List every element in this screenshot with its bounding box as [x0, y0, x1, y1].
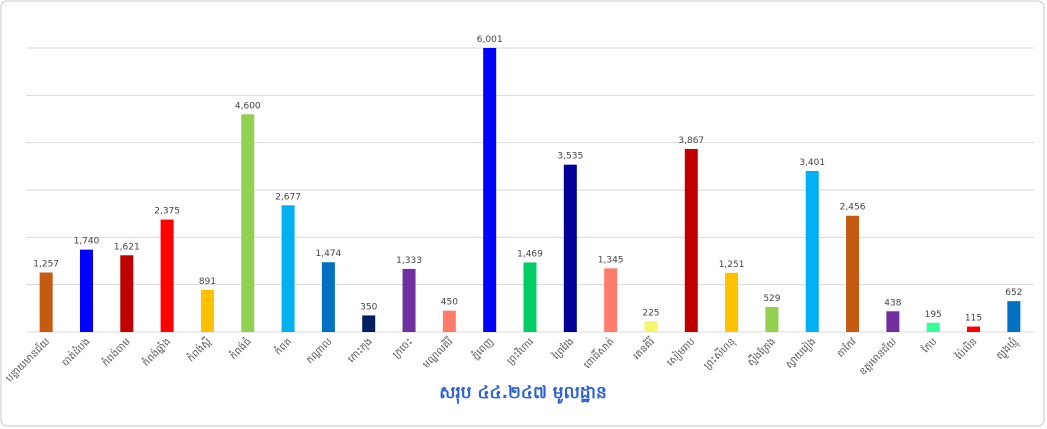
value-label: 1,345 — [598, 255, 624, 265]
bar — [120, 255, 134, 332]
bar — [402, 268, 416, 332]
value-label: 350 — [360, 302, 377, 312]
value-label: 2,677 — [275, 192, 301, 202]
value-label: 1,469 — [517, 249, 543, 259]
value-label: 1,251 — [719, 260, 745, 270]
value-label: 3,535 — [557, 152, 583, 162]
bar — [523, 262, 537, 332]
bar — [160, 219, 174, 332]
bar — [684, 148, 698, 332]
value-label: 1,474 — [316, 249, 342, 259]
bar — [79, 249, 93, 332]
value-label: 4,600 — [235, 101, 261, 111]
value-label: 438 — [884, 298, 901, 308]
value-label: 450 — [441, 298, 458, 308]
bar — [241, 114, 255, 333]
value-label: 891 — [199, 277, 216, 287]
bar — [483, 47, 497, 332]
value-label: 529 — [763, 294, 780, 304]
bar — [886, 311, 900, 332]
value-label: 115 — [965, 314, 982, 324]
bar — [442, 310, 456, 332]
bar — [281, 205, 295, 332]
value-label: 2,456 — [840, 203, 866, 213]
bar — [967, 326, 981, 332]
chart-title: សរុប ៤៤.២៤៧ មូលដ្ឋាន — [439, 383, 607, 404]
bar — [321, 262, 335, 332]
value-label: 225 — [642, 308, 659, 318]
bar — [1007, 301, 1021, 332]
value-label: 1,740 — [74, 237, 100, 247]
bar — [765, 306, 779, 332]
value-label: 2,375 — [154, 207, 180, 217]
bar — [926, 322, 940, 332]
bar — [362, 315, 376, 332]
value-label: 1,621 — [114, 242, 140, 252]
value-label: 195 — [925, 310, 942, 320]
bar — [604, 268, 618, 332]
bar — [805, 171, 819, 332]
bar — [846, 215, 860, 332]
bar — [39, 272, 53, 332]
value-label: 1,257 — [33, 260, 59, 270]
bar — [563, 164, 577, 332]
value-label: 6,001 — [477, 35, 503, 45]
bar — [200, 289, 214, 332]
value-label: 3,401 — [799, 158, 825, 168]
bar — [644, 321, 658, 332]
value-label: 652 — [1005, 288, 1022, 298]
bar — [725, 272, 739, 332]
value-label: 3,867 — [678, 136, 704, 146]
value-label: 1,333 — [396, 256, 422, 266]
